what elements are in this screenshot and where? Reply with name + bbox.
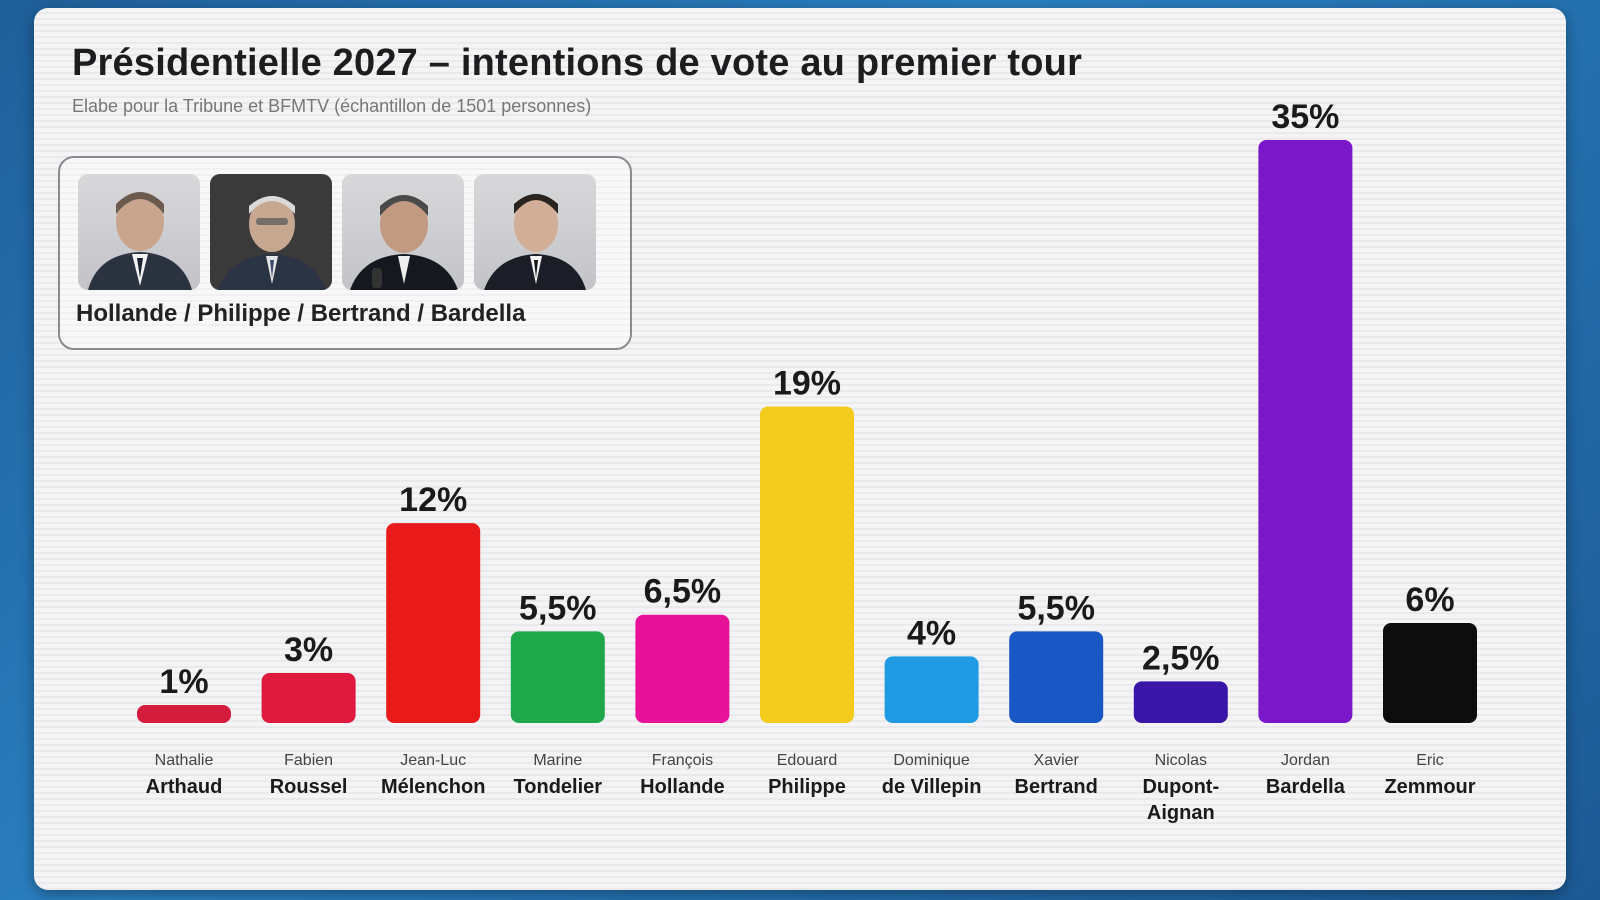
category-last-name: Bardella: [1266, 776, 1346, 798]
bar: [1383, 623, 1477, 723]
bar-value-label: 35%: [1271, 98, 1339, 136]
category-first-name: Jean-Luc: [400, 752, 466, 769]
bar-value-label: 6,5%: [644, 573, 722, 611]
candidate-photos: [78, 174, 596, 290]
bar-value-label: 12%: [399, 481, 467, 519]
portrait-bertrand-icon: [342, 174, 464, 290]
bar-value-label: 2,5%: [1142, 639, 1220, 677]
category-last-name: Hollande: [640, 776, 724, 798]
portrait-philippe-icon: [210, 174, 332, 290]
candidate-legend: Hollande / Philippe / Bertrand / Bardell…: [58, 156, 632, 350]
category-last-name: Zemmour: [1384, 776, 1475, 798]
category-first-name: Nicolas: [1155, 752, 1207, 769]
category-first-name: Xavier: [1034, 752, 1080, 769]
bar: [261, 673, 356, 723]
portrait-bardella-icon: [474, 174, 596, 290]
bar: [1009, 631, 1104, 723]
chart-title: Présidentielle 2027 – intentions de vote…: [72, 42, 1083, 84]
bar-value-label: 3%: [284, 631, 333, 669]
category-last-name: Dupont-: [1142, 776, 1219, 798]
bar-value-label: 1%: [159, 663, 208, 701]
category-last-name: Roussel: [270, 776, 348, 798]
category-first-name: Marine: [533, 752, 582, 769]
category-first-name: Jordan: [1281, 752, 1330, 769]
bar: [510, 631, 605, 723]
category-last-name: Tondelier: [514, 776, 603, 798]
category-last-name: Philippe: [768, 776, 846, 798]
category-last-name: Aignan: [1147, 802, 1215, 824]
bar: [760, 406, 854, 723]
bar: [884, 656, 979, 723]
bar: [1133, 681, 1228, 723]
category-first-name: François: [652, 752, 713, 769]
bar-chart: 1% Nathalie Arthaud 3% Fabien Roussel 12% Jean-…: [137, 98, 1477, 824]
portrait-hollande-icon: [78, 174, 200, 290]
bar-value-label: 4%: [907, 614, 956, 652]
bar-value-label: 19%: [773, 365, 841, 403]
legend-names: Hollande / Philippe / Bertrand / Bardell…: [76, 300, 526, 327]
bar: [635, 614, 730, 723]
bar: [386, 523, 481, 723]
category-first-name: Nathalie: [155, 752, 214, 769]
chart-subtitle: Elabe pour la Tribune et BFMTV (échantil…: [72, 96, 592, 116]
category-last-name: de Villepin: [882, 776, 982, 798]
bar-value-label: 6%: [1405, 581, 1454, 619]
category-last-name: Bertrand: [1015, 776, 1098, 798]
category-last-name: Mélenchon: [381, 776, 485, 798]
bar: [1258, 140, 1353, 723]
category-first-name: Dominique: [893, 752, 970, 769]
category-first-name: Fabien: [284, 752, 333, 769]
bar: [137, 705, 231, 723]
bar-value-label: 5,5%: [1017, 589, 1095, 627]
category-first-name: Eric: [1416, 752, 1444, 769]
category-first-name: Edouard: [777, 752, 838, 769]
bar-value-label: 5,5%: [519, 589, 597, 627]
chart-panel: Présidentielle 2027 – intentions de vote…: [34, 8, 1566, 890]
category-last-name: Arthaud: [146, 776, 223, 798]
